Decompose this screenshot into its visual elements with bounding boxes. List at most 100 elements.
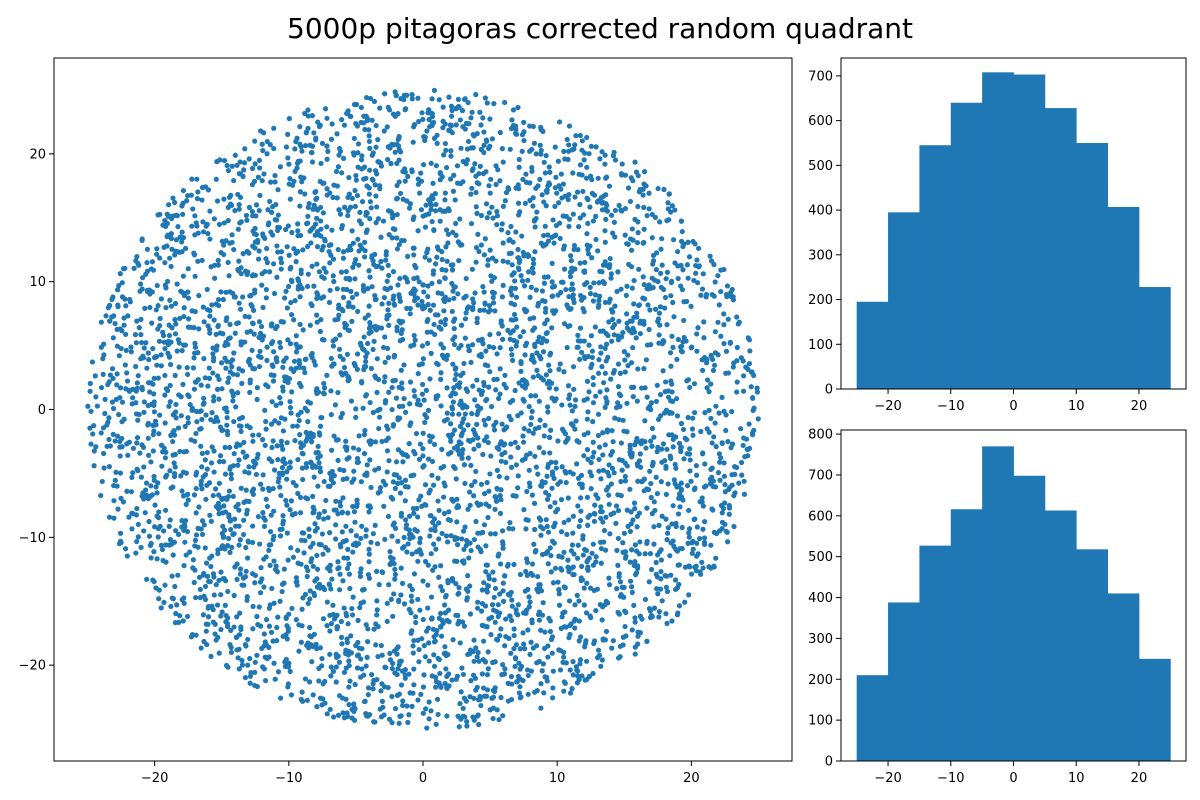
scatter-point — [649, 211, 655, 218]
scatter-point — [199, 486, 205, 492]
scatter-point — [540, 600, 546, 606]
scatter-point — [593, 554, 599, 560]
scatter-point — [448, 123, 455, 129]
scatter-point — [389, 406, 395, 413]
scatter-point — [641, 488, 647, 494]
scatter-point — [318, 160, 324, 167]
scatter-point — [713, 555, 719, 561]
scatter-point — [138, 316, 144, 323]
scatter-point — [319, 140, 326, 146]
scatter-point — [322, 544, 329, 551]
scatter-point — [458, 398, 464, 404]
scatter-point — [243, 498, 249, 504]
scatter-point — [578, 575, 584, 581]
scatter-point — [387, 554, 393, 560]
scatter-point — [419, 361, 425, 367]
scatter-point — [395, 538, 401, 544]
scatter-point — [278, 260, 285, 266]
scatter-point — [582, 150, 588, 156]
scatter-point — [431, 441, 438, 448]
scatter-point — [565, 196, 571, 203]
scatter-point — [348, 398, 355, 404]
scatter-point — [253, 202, 260, 208]
scatter-point — [407, 379, 414, 385]
scatter-point — [493, 181, 499, 188]
scatter-point — [286, 465, 292, 471]
scatter-point — [358, 157, 365, 163]
scatter-point — [348, 650, 354, 656]
scatter-point — [512, 285, 518, 291]
scatter-point — [178, 413, 184, 419]
scatter-point — [228, 526, 234, 533]
scatter-point — [221, 459, 227, 465]
scatter-point — [571, 242, 578, 249]
scatter-point — [484, 479, 490, 486]
scatter-point — [488, 453, 494, 459]
scatter-point — [566, 123, 573, 129]
scatter-point — [156, 587, 162, 593]
scatter-point — [376, 425, 382, 432]
scatter-point — [185, 324, 192, 330]
scatter-point — [363, 113, 369, 119]
scatter-point — [91, 448, 97, 454]
scatter-point — [366, 546, 372, 552]
scatter-point — [366, 509, 372, 515]
scatter-point — [374, 204, 380, 210]
scatter-point — [529, 146, 535, 153]
scatter-point — [116, 283, 122, 289]
scatter-point — [518, 360, 524, 367]
scatter-point — [549, 695, 556, 701]
scatter-point — [491, 290, 497, 296]
scatter-point — [460, 179, 466, 185]
scatter-point — [269, 362, 275, 368]
scatter-point — [392, 113, 398, 119]
scatter-point — [581, 585, 587, 591]
scatter-point — [218, 289, 224, 295]
scatter-point — [174, 602, 180, 608]
scatter-point — [476, 181, 482, 187]
scatter-point — [591, 449, 597, 456]
scatter-point — [445, 451, 452, 457]
scatter-point — [302, 369, 308, 376]
scatter-point — [356, 248, 362, 254]
scatter-point — [379, 438, 385, 445]
scatter-point — [420, 446, 426, 452]
scatter-point — [526, 269, 532, 275]
scatter-point — [700, 271, 706, 277]
scatter-point — [396, 475, 402, 481]
scatter-point — [275, 249, 281, 255]
scatter-point — [572, 426, 578, 432]
scatter-point — [363, 212, 369, 218]
scatter-point — [411, 332, 417, 339]
scatter-point — [321, 385, 328, 391]
scatter-point — [751, 372, 757, 378]
scatter-point — [217, 453, 224, 459]
scatter-point — [326, 530, 333, 536]
scatter-point — [363, 533, 369, 539]
scatter-point — [381, 503, 387, 509]
scatter-point — [364, 462, 370, 468]
scatter-point — [377, 489, 383, 495]
scatter-point — [634, 570, 640, 576]
scatter-point — [236, 666, 242, 672]
scatter-point — [595, 370, 602, 376]
scatter-point — [599, 364, 605, 370]
scatter-point — [615, 492, 621, 498]
scatter-point — [386, 458, 392, 464]
scatter-point — [572, 397, 579, 403]
scatter-point — [508, 650, 514, 656]
scatter-point — [121, 315, 127, 321]
scatter-point — [337, 503, 344, 509]
scatter-point — [741, 491, 748, 497]
scatter-point — [670, 436, 676, 442]
scatter-point — [638, 385, 645, 391]
scatter-point — [298, 639, 304, 645]
scatter-point — [354, 366, 360, 372]
scatter-point — [541, 280, 548, 286]
scatter-point — [579, 297, 585, 303]
scatter-point — [268, 323, 275, 329]
scatter-point — [696, 536, 703, 542]
scatter-point — [175, 224, 181, 230]
scatter-point — [135, 534, 141, 540]
scatter-point — [372, 168, 379, 174]
